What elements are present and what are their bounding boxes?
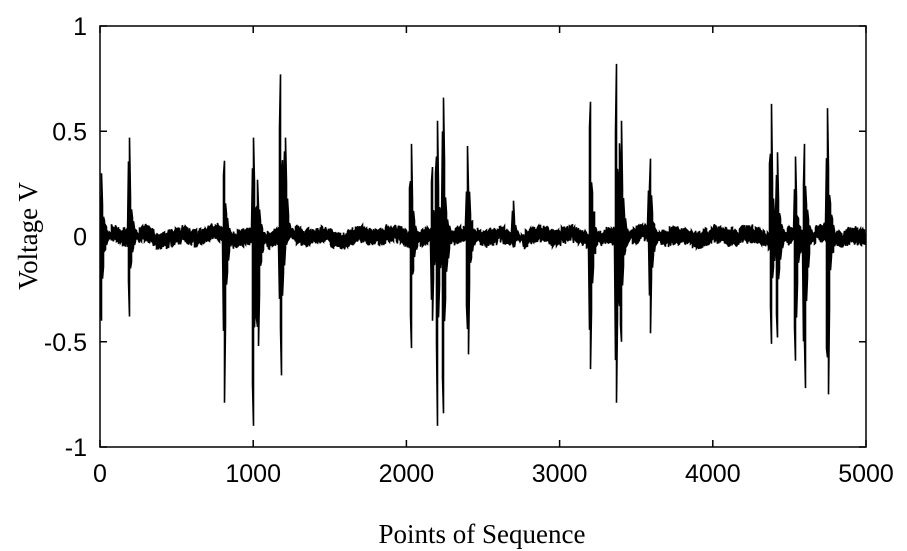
y-tick-label: -1 <box>65 434 87 462</box>
x-tick-label: 1000 <box>225 460 281 488</box>
plot-frame <box>99 25 867 448</box>
y-tick-label: 0 <box>73 224 87 252</box>
x-tick-label: 5000 <box>838 460 894 488</box>
x-tick-label: 3000 <box>532 460 588 488</box>
y-tick-label: 1 <box>73 13 87 41</box>
x-tick-label: 0 <box>93 460 107 488</box>
signal-line <box>99 63 867 426</box>
y-tick-label: -0.5 <box>44 329 87 357</box>
x-axis-title: Points of Sequence <box>379 519 586 549</box>
x-tick-label: 4000 <box>685 460 741 488</box>
x-tick-label: 2000 <box>379 460 435 488</box>
y-axis-title: Voltage V <box>13 182 43 290</box>
signal-layer <box>99 63 867 426</box>
y-tick-labels: -1 -0.5 0 0.5 1 <box>44 13 87 462</box>
x-tick-labels: 0 1000 2000 3000 4000 5000 <box>93 460 894 488</box>
y-tick-label: 0.5 <box>52 118 87 146</box>
